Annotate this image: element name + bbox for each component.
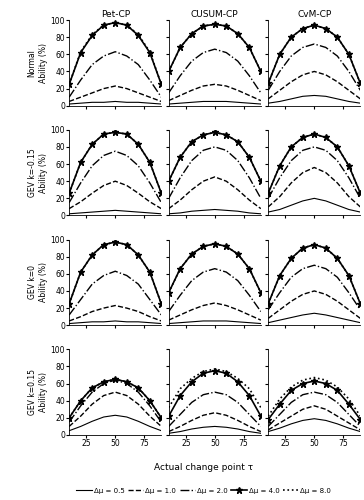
Title: CvM-CP: CvM-CP bbox=[297, 10, 331, 19]
Y-axis label: GEV k=0.15
Ability (%): GEV k=0.15 Ability (%) bbox=[28, 369, 48, 415]
Y-axis label: Normal
Ability (%): Normal Ability (%) bbox=[28, 43, 48, 83]
Text: Actual change point τ: Actual change point τ bbox=[154, 463, 253, 472]
Title: Pet-CP: Pet-CP bbox=[101, 10, 130, 19]
Legend: Δμ = 0.5, Δμ = 1.0, Δμ = 2.0, Δμ = 4.0, Δμ = 8.0: Δμ = 0.5, Δμ = 1.0, Δμ = 2.0, Δμ = 4.0, … bbox=[74, 485, 334, 496]
Y-axis label: GEV k=0
Ability (%): GEV k=0 Ability (%) bbox=[28, 262, 48, 302]
Y-axis label: GEV k=-0.15
Ability (%): GEV k=-0.15 Ability (%) bbox=[28, 148, 48, 197]
Title: CUSUM-CP: CUSUM-CP bbox=[191, 10, 238, 19]
